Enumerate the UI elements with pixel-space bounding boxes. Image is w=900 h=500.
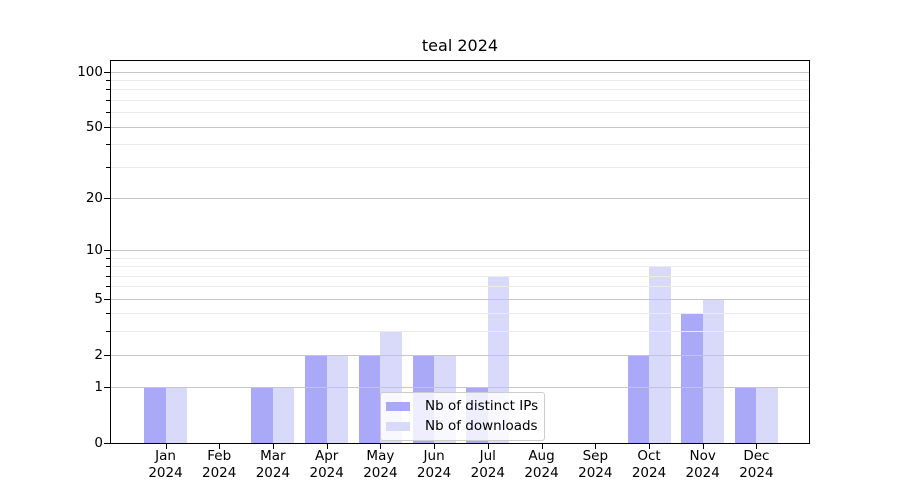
x-tick-label-dec: Dec 2024: [739, 448, 774, 481]
y-tick-label-2: 2: [94, 346, 103, 363]
gridline-40: [111, 144, 809, 145]
x-tick-label-jun: Jun 2024: [416, 448, 452, 481]
y-tick-mark-8: [106, 266, 110, 268]
x-tick-mark-apr: [326, 444, 328, 449]
x-tick-label-may: May 2024: [363, 448, 398, 481]
bar-nb-of-distinct-ips-apr: [305, 354, 327, 443]
gridline-80: [111, 89, 809, 91]
y-tick-mark-70: [106, 99, 110, 101]
gridline-5: [111, 298, 809, 300]
y-tick-label-10: 10: [85, 242, 103, 258]
y-tick-mark-4: [106, 313, 110, 315]
bar-nb-of-downloads-dec: [756, 387, 778, 443]
y-tick-mark-0: [104, 443, 110, 444]
plot-area: [110, 60, 810, 444]
x-tick-mark-jan: [165, 444, 167, 449]
y-tick-label-100: 100: [77, 63, 103, 80]
gridline-8: [111, 266, 809, 268]
bar-nb-of-distinct-ips-may: [358, 354, 381, 443]
chart-title: teal 2024: [421, 36, 499, 55]
legend-label-distinct-ips: Nb of distinct IPs: [425, 398, 539, 414]
bar-nb-of-downloads-mar: [272, 387, 295, 443]
y-tick-mark-1: [104, 387, 110, 389]
x-tick-mark-sep: [595, 444, 597, 449]
bar-nb-of-downloads-nov: [702, 298, 725, 443]
gridline-70: [111, 99, 809, 101]
legend-swatch-distinct-ips: [386, 402, 410, 411]
gridline-50: [111, 126, 809, 128]
x-tick-mark-jul: [487, 444, 489, 449]
x-tick-mark-jun: [434, 444, 436, 449]
legend-item-distinct-ips: Nb of distinct IPs: [386, 398, 539, 415]
x-tick-label-mar: Mar 2024: [255, 448, 291, 481]
y-tick-mark-20: [104, 197, 110, 199]
gridline-60: [111, 112, 809, 113]
y-tick-mark-7: [106, 275, 110, 277]
x-tick-label-sep: Sep 2024: [578, 448, 613, 481]
x-tick-mark-oct: [649, 444, 650, 449]
y-tick-mark-6: [106, 286, 110, 288]
bar-nb-of-downloads-jan: [165, 387, 187, 443]
gridline-2: [111, 354, 809, 356]
gridline-100: [111, 71, 809, 73]
y-tick-mark-9: [106, 257, 110, 259]
gridline-90: [111, 79, 809, 81]
gridline-6: [111, 286, 809, 288]
bar-nb-of-distinct-ips-nov: [681, 313, 703, 443]
gridline-3: [111, 331, 809, 333]
bar-nb-of-distinct-ips-jan: [144, 387, 166, 443]
gridline-1: [111, 387, 809, 389]
bar-nb-of-distinct-ips-dec: [734, 387, 757, 443]
gridline-4: [111, 313, 809, 315]
x-tick-label-oct: Oct 2024: [631, 448, 667, 481]
gridline-30: [111, 166, 809, 168]
gridline-20: [111, 197, 809, 199]
grid-layer: [111, 61, 809, 443]
x-tick-label-nov: Nov 2024: [685, 448, 720, 481]
y-tick-mark-50: [104, 126, 110, 128]
x-tick-label-jul: Jul 2024: [470, 448, 505, 481]
y-tick-mark-90: [106, 79, 110, 81]
x-tick-mark-may: [380, 444, 382, 449]
y-tick-mark-3: [106, 331, 110, 333]
x-tick-label-jan: Jan 2024: [148, 448, 183, 481]
legend-label-downloads: Nb of downloads: [425, 418, 538, 434]
legend: Nb of distinct IPs Nb of downloads: [380, 392, 545, 441]
y-tick-mark-100: [104, 71, 110, 73]
x-tick-mark-nov: [702, 444, 704, 449]
y-tick-mark-10: [104, 250, 110, 251]
y-tick-mark-80: [106, 89, 110, 91]
x-tick-label-feb: Feb 2024: [202, 448, 237, 481]
gridline-9: [111, 257, 809, 259]
x-tick-label-apr: Apr 2024: [309, 448, 344, 481]
bar-nb-of-downloads-apr: [326, 354, 349, 443]
x-tick-mark-mar: [272, 444, 274, 449]
y-tick-label-50: 50: [85, 118, 103, 135]
legend-item-downloads: Nb of downloads: [386, 418, 538, 435]
y-tick-mark-5: [104, 298, 110, 300]
y-tick-label-20: 20: [85, 189, 103, 206]
legend-swatch-downloads: [386, 422, 410, 431]
bar-nb-of-distinct-ips-oct: [627, 354, 649, 443]
y-tick-label-0: 0: [94, 435, 103, 451]
y-tick-label-1: 1: [94, 379, 103, 396]
bar-nb-of-distinct-ips-mar: [251, 387, 273, 443]
y-tick-mark-2: [104, 354, 110, 356]
x-tick-label-aug: Aug 2024: [524, 448, 559, 481]
y-tick-mark-60: [106, 112, 110, 113]
gridline-10: [111, 250, 809, 251]
x-tick-mark-feb: [219, 444, 221, 449]
y-tick-mark-30: [106, 166, 110, 168]
gridline-7: [111, 275, 809, 277]
bar-nb-of-downloads-oct: [649, 266, 671, 443]
x-tick-mark-aug: [541, 444, 543, 449]
y-tick-mark-40: [106, 144, 110, 145]
x-tick-mark-dec: [756, 444, 758, 449]
y-tick-label-5: 5: [94, 290, 103, 307]
